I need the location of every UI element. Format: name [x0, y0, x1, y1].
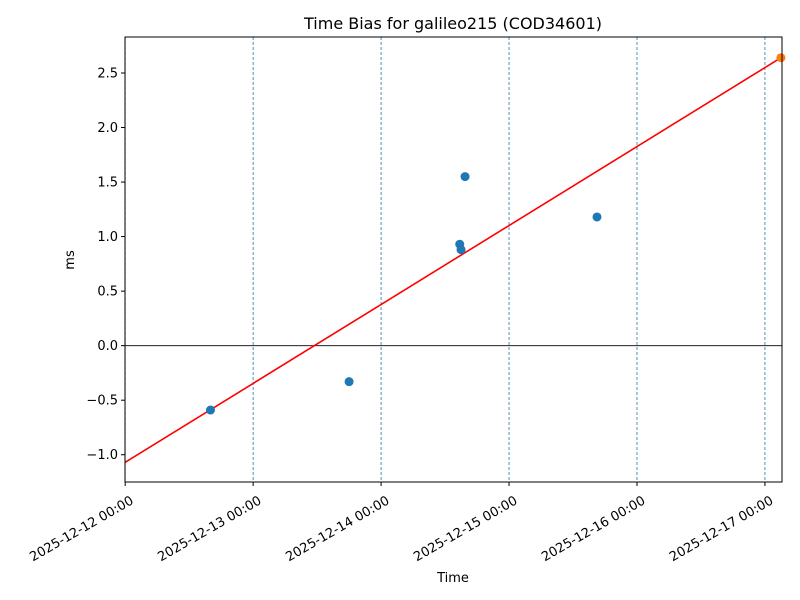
data-point	[344, 377, 354, 387]
plot-frame	[124, 36, 783, 483]
x-axis: 2025-12-12 00:00 2025-12-13 00:00 2025-12-…	[27, 482, 776, 565]
x-tick-label: 2025-12-13 00:00	[155, 493, 264, 565]
y-axis-label: ms	[63, 250, 78, 270]
y-tick-label: −1.0	[86, 448, 118, 463]
y-tick-label: 0.5	[97, 285, 118, 300]
data-point	[776, 53, 786, 63]
y-tick-label: 2.0	[97, 121, 118, 136]
grid-lines	[124, 37, 766, 482]
data-point	[460, 172, 470, 182]
x-tick-label: 2025-12-16 00:00	[539, 493, 648, 565]
y-tick-label: 1.5	[97, 176, 118, 191]
y-tick-label: −0.5	[86, 394, 118, 409]
data-point	[456, 245, 466, 255]
x-tick-label: 2025-12-17 00:00	[667, 493, 776, 565]
y-tick-label: 2.5	[97, 66, 118, 81]
y-tick-label: 1.0	[97, 230, 118, 245]
data-point	[205, 405, 215, 415]
data-point	[592, 212, 602, 222]
x-tick-label: 2025-12-15 00:00	[411, 493, 520, 565]
chart-title: Time Bias for galileo215 (COD34601)	[303, 14, 602, 33]
y-tick-label: 0.0	[97, 339, 118, 354]
x-axis-label: Time	[436, 571, 469, 586]
trend-line	[124, 57, 782, 464]
series-group	[124, 53, 786, 464]
x-tick-label: 2025-12-12 00:00	[27, 493, 136, 565]
x-tick-label: 2025-12-14 00:00	[283, 493, 392, 565]
y-axis: −1.0 −0.5 0.0 0.5 1.0 1.5 2.0 2.5	[86, 66, 125, 463]
